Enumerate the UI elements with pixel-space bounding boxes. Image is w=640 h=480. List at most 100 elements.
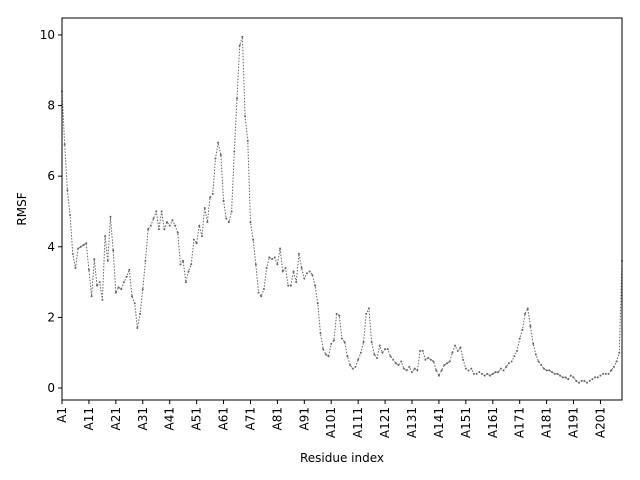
data-point bbox=[117, 286, 120, 289]
data-point bbox=[602, 372, 605, 375]
data-point bbox=[225, 217, 228, 220]
data-point bbox=[69, 214, 72, 217]
data-point bbox=[184, 281, 187, 284]
data-point bbox=[209, 196, 212, 199]
data-point bbox=[610, 369, 613, 372]
data-point bbox=[561, 376, 564, 379]
data-point bbox=[521, 328, 524, 331]
data-point bbox=[405, 369, 408, 372]
data-point bbox=[572, 376, 575, 379]
data-point bbox=[79, 245, 82, 248]
data-point bbox=[222, 199, 225, 202]
data-point bbox=[569, 374, 572, 377]
data-point bbox=[157, 228, 160, 231]
data-point bbox=[591, 378, 594, 381]
data-point bbox=[446, 362, 448, 365]
data-point bbox=[497, 371, 500, 374]
data-point bbox=[63, 143, 66, 146]
data-point bbox=[236, 97, 238, 100]
x-tick-label: A11 bbox=[82, 407, 96, 430]
data-point bbox=[238, 44, 241, 47]
data-point bbox=[577, 381, 580, 384]
data-point bbox=[163, 228, 166, 231]
data-point bbox=[211, 192, 214, 195]
data-point bbox=[432, 360, 435, 363]
data-point bbox=[230, 210, 233, 213]
data-point bbox=[190, 263, 193, 266]
data-point bbox=[448, 360, 451, 363]
data-point bbox=[98, 281, 101, 284]
data-point bbox=[502, 369, 505, 372]
data-point bbox=[516, 349, 518, 352]
data-point bbox=[152, 217, 155, 220]
data-point bbox=[147, 228, 150, 231]
data-point bbox=[101, 298, 104, 301]
data-point bbox=[179, 263, 182, 266]
data-point bbox=[440, 369, 443, 372]
data-point bbox=[311, 274, 314, 277]
data-point bbox=[454, 344, 457, 347]
data-point bbox=[583, 379, 586, 382]
x-tick-label: A81 bbox=[270, 407, 284, 430]
data-point bbox=[486, 372, 489, 375]
data-point bbox=[472, 372, 475, 375]
data-point bbox=[332, 339, 335, 342]
data-point bbox=[174, 224, 177, 227]
data-point bbox=[596, 376, 599, 379]
x-tick-label: A71 bbox=[243, 407, 257, 430]
data-point bbox=[373, 353, 376, 356]
data-point bbox=[241, 35, 244, 38]
data-point bbox=[182, 259, 185, 262]
data-point bbox=[580, 379, 583, 382]
data-point bbox=[96, 284, 98, 287]
data-point bbox=[408, 365, 411, 368]
x-tick-label: A161 bbox=[486, 407, 500, 438]
data-line bbox=[61, 36, 623, 384]
data-point bbox=[308, 270, 311, 273]
data-point bbox=[612, 365, 615, 368]
y-tick-label: 8 bbox=[47, 99, 55, 113]
data-point bbox=[246, 139, 249, 142]
data-point bbox=[365, 312, 368, 315]
data-point bbox=[233, 150, 236, 153]
data-point bbox=[93, 258, 96, 261]
data-point bbox=[341, 337, 343, 340]
data-point bbox=[306, 272, 308, 275]
data-point bbox=[112, 249, 115, 252]
data-point bbox=[424, 358, 427, 361]
data-point bbox=[507, 362, 510, 365]
data-point bbox=[429, 358, 432, 361]
data-point bbox=[292, 270, 295, 273]
data-point bbox=[136, 326, 139, 329]
data-point bbox=[265, 266, 268, 269]
data-point bbox=[475, 372, 478, 375]
data-point bbox=[378, 344, 381, 347]
data-point bbox=[171, 219, 174, 222]
data-point bbox=[187, 270, 190, 273]
data-point bbox=[71, 252, 74, 255]
x-tick-label: A201 bbox=[593, 407, 607, 438]
data-point bbox=[273, 256, 276, 259]
y-axis-label: RMSF bbox=[15, 192, 29, 225]
data-point bbox=[564, 376, 567, 379]
x-tick-label: A151 bbox=[459, 407, 473, 438]
data-point bbox=[524, 312, 527, 315]
data-point bbox=[300, 266, 303, 269]
data-point bbox=[437, 374, 440, 377]
data-point bbox=[133, 302, 136, 305]
data-point bbox=[122, 281, 125, 284]
data-point bbox=[324, 353, 327, 356]
data-point bbox=[351, 367, 354, 370]
x-tick-label: A51 bbox=[190, 407, 204, 430]
x-tick-label: A101 bbox=[324, 407, 338, 438]
data-point bbox=[217, 141, 220, 144]
data-point bbox=[400, 360, 403, 363]
data-point bbox=[534, 353, 537, 356]
data-point bbox=[489, 374, 492, 377]
data-point bbox=[168, 224, 171, 227]
data-point bbox=[435, 369, 438, 372]
data-point bbox=[195, 242, 198, 245]
data-point bbox=[346, 355, 349, 358]
x-tick-label: A41 bbox=[163, 407, 177, 430]
data-point bbox=[483, 374, 486, 377]
